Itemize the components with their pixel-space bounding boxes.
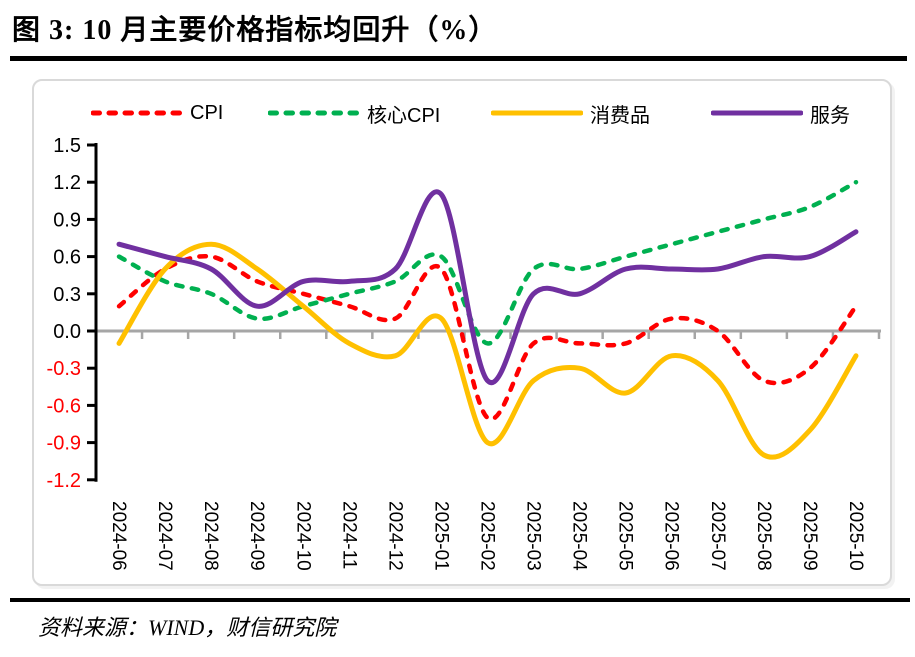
x-axis-label: 2025-08 (753, 501, 774, 571)
y-axis-label: 0.0 (53, 321, 81, 343)
y-axis-label: -0.6 (47, 395, 81, 417)
chart-plot: 1.5 1.2 0.9 0.6 0.3 0.0 -0.3 -0.6 -0.9 -1.2 2024-0… (47, 135, 881, 571)
x-axis-label: 2025-03 (523, 501, 544, 571)
legend-item-core-cpi: 核心CPI (268, 101, 441, 127)
series-line-2 (116, 241, 859, 460)
footer-divider (10, 598, 910, 602)
y-axis-label: -1.2 (47, 470, 81, 492)
x-axis-label: 2025-10 (845, 501, 866, 571)
x-axis-label: 2024-08 (200, 501, 221, 571)
legend-item-cpi: CPI (91, 101, 223, 125)
x-axis-label: 2024-11 (338, 501, 359, 569)
legend-swatch-line (491, 110, 583, 116)
figure-title: 图 3: 10 月主要价格指标均回升（%） (12, 15, 498, 46)
y-axis-label: 0.6 (53, 247, 81, 269)
x-axis-label: 2024-06 (108, 501, 129, 571)
x-axis-label: 2025-09 (799, 501, 820, 571)
y-axis-label: 1.5 (53, 135, 81, 157)
legend-swatch-line (711, 110, 803, 116)
x-axis-label: 2025-02 (477, 501, 498, 571)
x-axis-label: 2025-07 (707, 501, 728, 571)
legend-label: 服务 (810, 104, 850, 127)
y-axis-label: -0.9 (47, 433, 81, 455)
y-axis-label: 0.9 (53, 209, 81, 231)
x-axis-label: 2024-10 (292, 501, 313, 571)
legend-item-consumer-goods: 消费品 (491, 101, 650, 127)
legend-swatch-line (268, 110, 360, 116)
y-axis-label: 0.3 (53, 284, 81, 306)
y-axis-label: -0.3 (47, 358, 81, 380)
x-axis-label: 2025-05 (615, 501, 636, 571)
x-axis-label: 2025-01 (430, 501, 451, 571)
x-axis-label: 2025-04 (569, 501, 590, 571)
legend-item-services: 服务 (711, 101, 850, 127)
x-axis-label: 2024-09 (246, 501, 267, 571)
chart-panel: CPI 核心CPI 消费品 服务 1.5 1.2 0.9 0.6 0.3 0.0 -0.3 -… (32, 79, 892, 586)
title-divider (10, 56, 907, 61)
source-note: 资料来源：WIND，财信研究院 (38, 615, 337, 640)
x-axis-label: 2025-06 (661, 501, 682, 571)
series-line-1 (116, 179, 859, 346)
series-line-3 (116, 189, 859, 386)
x-axis-label: 2024-12 (384, 501, 405, 571)
x-axis-label: 2024-07 (154, 501, 175, 571)
legend-label: 消费品 (590, 104, 650, 127)
legend-label: 核心CPI (367, 104, 441, 127)
legend-label: CPI (190, 101, 224, 124)
y-axis-label: 1.2 (53, 172, 81, 194)
legend-swatch-line (91, 110, 183, 116)
series-line-0 (116, 253, 859, 422)
